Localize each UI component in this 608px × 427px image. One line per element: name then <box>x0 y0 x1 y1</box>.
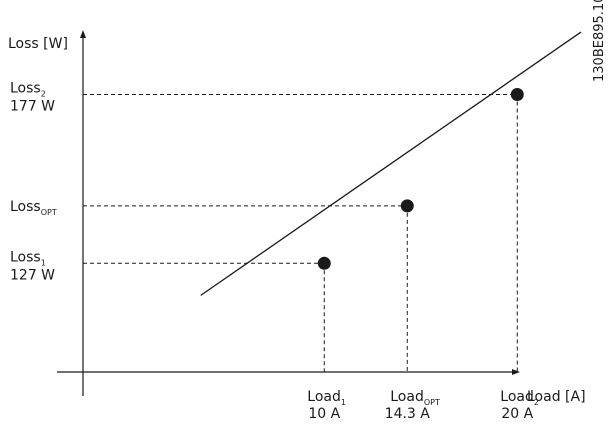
trend-line <box>200 31 582 296</box>
x-point-label: Load1 <box>307 389 346 407</box>
x-point-value: 20 A <box>501 406 533 422</box>
data-points <box>317 88 524 270</box>
data-point <box>400 199 414 213</box>
guide-lines <box>83 94 518 372</box>
y-axis-label: Loss [W] <box>8 36 68 52</box>
x-point-label: Load2 <box>500 389 539 407</box>
y-point-label: Loss1 <box>10 249 46 267</box>
trend-line-group <box>200 31 582 296</box>
document-code: 130BE895.10 <box>592 0 607 82</box>
axes <box>57 30 520 396</box>
y-point-label: LossOPT <box>10 199 57 217</box>
y-point-label: Loss2 <box>10 81 46 99</box>
x-axis-arrow-icon <box>512 369 520 375</box>
x-point-label: LoadOPT <box>390 389 440 407</box>
data-point <box>317 256 331 270</box>
y-point-value: 177 W <box>10 99 55 115</box>
y-point-value: 127 W <box>10 267 55 283</box>
x-point-value: 10 A <box>308 406 340 422</box>
data-point <box>510 88 524 102</box>
x-axis-label: Load [A] <box>527 389 586 405</box>
x-point-value: 14.3 A <box>385 406 431 422</box>
y-axis-arrow-icon <box>80 30 86 38</box>
